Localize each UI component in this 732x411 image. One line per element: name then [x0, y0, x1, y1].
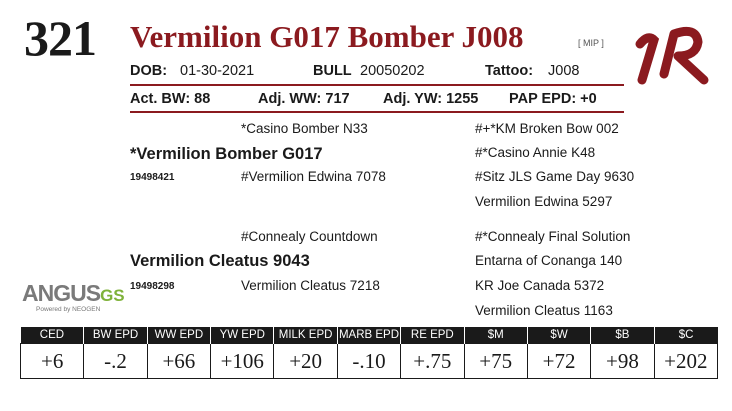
actual-birth-weight: Act. BW: 88	[130, 91, 211, 107]
sire-registration: 19498421	[130, 172, 175, 183]
tattoo-value: J008	[548, 63, 580, 79]
angus-logo-text: ANGUS	[22, 280, 101, 306]
epd-header: MARB EPD	[336, 327, 401, 344]
sire-sire: *Casino Bomber N33	[241, 121, 368, 136]
dam-dam: Vermilion Cleatus 7218	[241, 278, 380, 293]
epd-value: +66	[146, 343, 212, 379]
adjusted-yearling-weight: Adj. YW: 1255	[383, 91, 479, 107]
epd-header: $W	[526, 327, 591, 344]
epd-value: +75	[463, 343, 528, 379]
lot-number: 321	[24, 10, 97, 66]
tattoo-label: Tattoo:	[485, 63, 534, 79]
epd-value: +106	[210, 343, 275, 379]
animal-name: Vermilion G017 Bomber J008	[130, 19, 524, 54]
dob-value: 01-30-2021	[180, 63, 255, 79]
angus-gs-logo: ANGUSGS Powered by NEOGEN	[22, 281, 125, 314]
epd-header: $B	[590, 327, 655, 344]
epd-header: MILK EPD	[273, 327, 338, 344]
adjusted-weaning-weight: Adj. WW: 717	[258, 91, 350, 107]
epd-header: RE EPD	[400, 327, 465, 344]
dam-registration: 19498298	[130, 281, 175, 292]
epd-value: +72	[526, 343, 592, 379]
epd-value: -.10	[336, 343, 402, 379]
sire-dam-sire: #Sitz JLS Game Day 9630	[475, 169, 635, 184]
epd-value: +202	[653, 343, 719, 379]
epd-value: +6	[19, 343, 85, 379]
dob-label: DOB:	[130, 63, 168, 79]
epd-header: BW EPD	[83, 327, 148, 344]
epd-value-row: +6 -.2 +66 +106 +20 -.10 +.75 +75 +72 +9…	[19, 343, 719, 379]
sire-name: *Vermilion Bomber G017	[130, 145, 323, 163]
dam-dam-sire: KR Joe Canada 5372	[475, 278, 605, 293]
angus-gs-text: GS	[100, 286, 125, 305]
epd-value: -.2	[83, 343, 148, 379]
epd-table: CED BW EPD WW EPD YW EPD MILK EPD MARB E…	[19, 327, 719, 379]
pap-epd: PAP EPD: +0	[509, 91, 597, 107]
dam-sire-sire: #*Connealy Final Solution	[475, 229, 631, 244]
epd-header: $C	[653, 327, 718, 344]
epd-value: +.75	[400, 343, 465, 379]
epd-header-row: CED BW EPD WW EPD YW EPD MILK EPD MARB E…	[20, 327, 718, 344]
dam-sire-dam: Entarna of Conanga 140	[475, 253, 623, 268]
divider-bottom	[130, 111, 624, 113]
dam-sire: #Connealy Countdown	[241, 229, 378, 244]
dam-dam-dam: Vermilion Cleatus 1163	[475, 303, 613, 318]
epd-header: YW EPD	[210, 327, 274, 344]
sire-sire-dam: #*Casino Annie K48	[475, 145, 596, 160]
sex-label: BULL	[313, 63, 352, 79]
program-tag: [ MIP ]	[578, 38, 604, 48]
sire-dam-dam: Vermilion Edwina 5297	[475, 194, 613, 209]
epd-value: +98	[590, 343, 655, 379]
epd-header: $M	[463, 327, 528, 344]
registration-number: 20050202	[360, 63, 425, 79]
dam-name: Vermilion Cleatus 9043	[130, 252, 310, 270]
angus-powered-by: Powered by NEOGEN	[36, 306, 101, 313]
epd-header: WW EPD	[146, 327, 211, 344]
ranch-logo	[635, 26, 709, 85]
sire-sire-sire: #+*KM Broken Bow 002	[475, 121, 619, 136]
sire-dam: #Vermilion Edwina 7078	[241, 169, 386, 184]
epd-value: +20	[273, 343, 338, 379]
divider-top	[130, 84, 624, 86]
epd-header: CED	[20, 327, 84, 344]
